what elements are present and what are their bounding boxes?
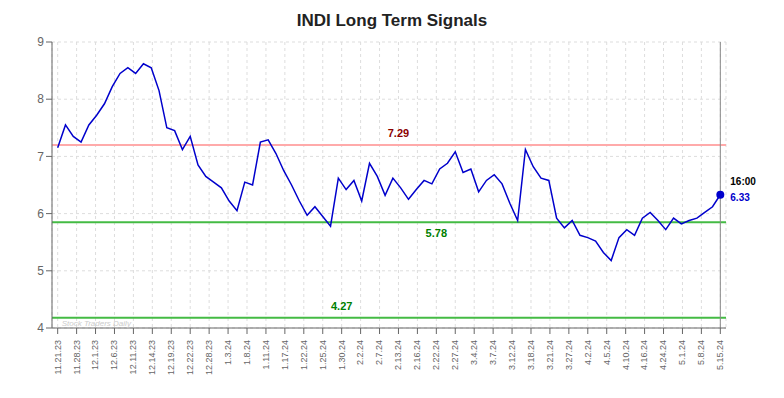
svg-text:7.29: 7.29 <box>388 127 409 139</box>
svg-text:16:00: 16:00 <box>730 176 756 187</box>
svg-text:2.22.24: 2.22.24 <box>431 340 441 370</box>
svg-text:1.25.24: 1.25.24 <box>318 340 328 370</box>
svg-text:2.13.24: 2.13.24 <box>393 340 403 370</box>
svg-text:12.22.23: 12.22.23 <box>185 340 195 375</box>
svg-text:2.16.24: 2.16.24 <box>412 340 422 370</box>
svg-text:4.16.24: 4.16.24 <box>639 340 649 370</box>
svg-text:12.11.23: 12.11.23 <box>128 340 138 374</box>
svg-text:12.14.23: 12.14.23 <box>147 340 157 375</box>
svg-text:5: 5 <box>37 264 44 278</box>
svg-text:Stock Traders Daily: Stock Traders Daily <box>62 319 132 328</box>
svg-text:12.6.23: 12.6.23 <box>109 340 119 370</box>
svg-text:5.1.24: 5.1.24 <box>677 340 687 365</box>
svg-text:1.17.24: 1.17.24 <box>280 340 290 370</box>
svg-text:11.21.23: 11.21.23 <box>53 340 63 374</box>
svg-text:7: 7 <box>37 150 44 164</box>
svg-text:6.33: 6.33 <box>730 192 750 203</box>
svg-text:5.15.24: 5.15.24 <box>715 340 725 370</box>
svg-text:4.10.24: 4.10.24 <box>621 340 631 370</box>
svg-text:2.2.24: 2.2.24 <box>355 340 365 365</box>
svg-text:11.28.23: 11.28.23 <box>71 340 81 374</box>
svg-text:3.21.24: 3.21.24 <box>545 340 555 370</box>
html-text:INDI Long Term Signals: INDI Long Term Signals <box>296 11 488 30</box>
svg-text:1.3.24: 1.3.24 <box>223 340 233 365</box>
svg-text:2.27.24: 2.27.24 <box>450 340 460 370</box>
svg-text:5.78: 5.78 <box>426 227 447 239</box>
svg-text:3.27.24: 3.27.24 <box>564 340 574 370</box>
svg-text:1.8.24: 1.8.24 <box>242 340 252 365</box>
svg-text:12.19.23: 12.19.23 <box>166 340 176 375</box>
svg-text:3.7.24: 3.7.24 <box>488 340 498 365</box>
svg-text:4.24.24: 4.24.24 <box>658 340 668 370</box>
svg-text:3.12.24: 3.12.24 <box>507 340 517 370</box>
svg-text:12.28.23: 12.28.23 <box>204 340 214 375</box>
svg-text:6: 6 <box>37 207 44 221</box>
svg-text:1.11.24: 1.11.24 <box>261 340 271 369</box>
svg-text:3.4.24: 3.4.24 <box>469 340 479 365</box>
svg-text:2.7.24: 2.7.24 <box>374 340 384 365</box>
svg-text:4.5.24: 4.5.24 <box>602 340 612 365</box>
svg-text:9: 9 <box>37 35 44 49</box>
svg-text:4: 4 <box>37 321 44 335</box>
svg-text:4.27: 4.27 <box>331 300 352 312</box>
svg-text:1.22.24: 1.22.24 <box>299 340 309 370</box>
svg-text:4.2.24: 4.2.24 <box>583 340 593 365</box>
svg-text:1.30.24: 1.30.24 <box>337 340 347 370</box>
svg-text:3.18.24: 3.18.24 <box>526 340 536 370</box>
svg-text:12.1.23: 12.1.23 <box>90 340 100 370</box>
svg-text:5.8.24: 5.8.24 <box>696 340 706 365</box>
svg-text:8: 8 <box>37 92 44 106</box>
